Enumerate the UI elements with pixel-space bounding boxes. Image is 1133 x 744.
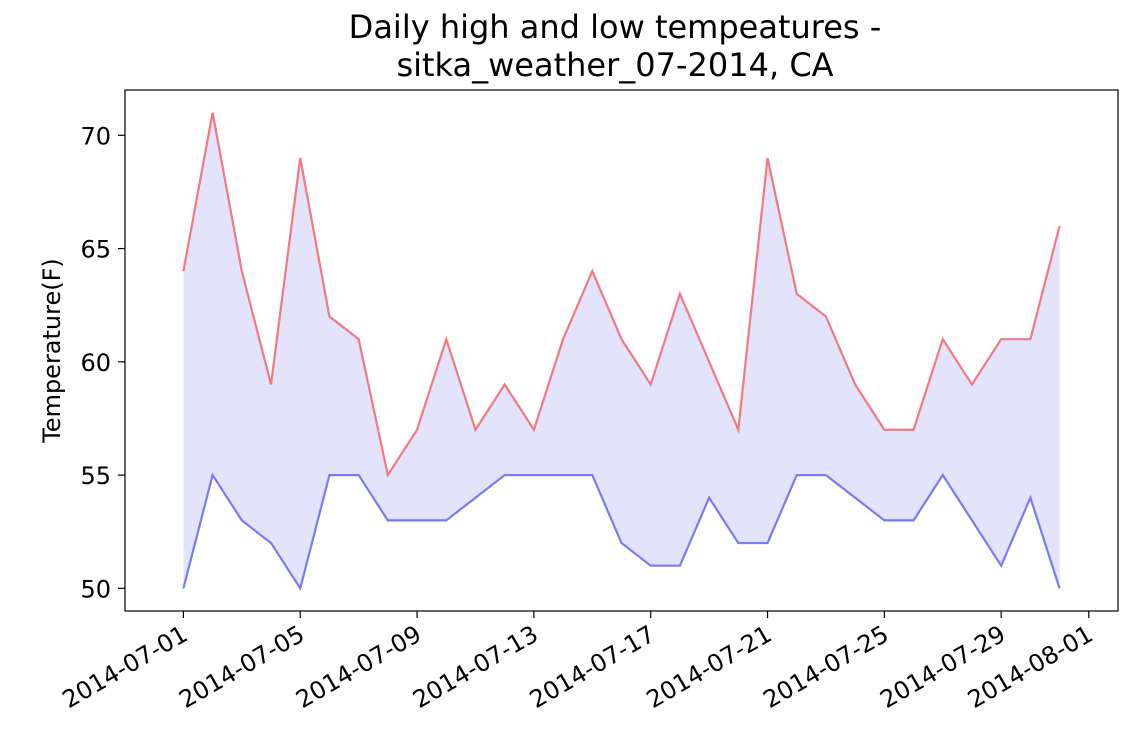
low-temperature-line bbox=[182, 472, 1061, 592]
chart-title-line-2: sitka_weather_07-2014, CA bbox=[396, 46, 834, 84]
x-tick-label: 2014-07-09 bbox=[291, 620, 426, 714]
x-tick-label: 2014-07-25 bbox=[759, 620, 894, 714]
range-fill-area bbox=[183, 112, 1060, 589]
y-tick-label: 60 bbox=[80, 349, 111, 377]
x-tick-label: 2014-07-21 bbox=[642, 620, 777, 714]
chart-title: Daily high and low tempeatures - sitka_w… bbox=[125, 8, 1105, 84]
y-tick-label: 70 bbox=[80, 122, 111, 150]
high-temperature-line bbox=[182, 112, 1061, 478]
chart-title-line-1: Daily high and low tempeatures - bbox=[348, 8, 882, 46]
y-tick-label: 55 bbox=[80, 462, 111, 490]
x-tick-label: 2014-07-01 bbox=[58, 620, 193, 714]
x-tick-label: 2014-07-13 bbox=[408, 620, 543, 714]
plot-frame bbox=[124, 89, 1119, 612]
plot-layer bbox=[182, 112, 1061, 592]
x-tick-label: 2014-07-05 bbox=[174, 620, 309, 714]
y-tick-label: 65 bbox=[80, 236, 111, 264]
x-tick-label: 2014-07-17 bbox=[525, 620, 660, 714]
y-tick-label: 50 bbox=[80, 575, 111, 603]
y-axis-label: Temperature(F) bbox=[38, 258, 66, 444]
